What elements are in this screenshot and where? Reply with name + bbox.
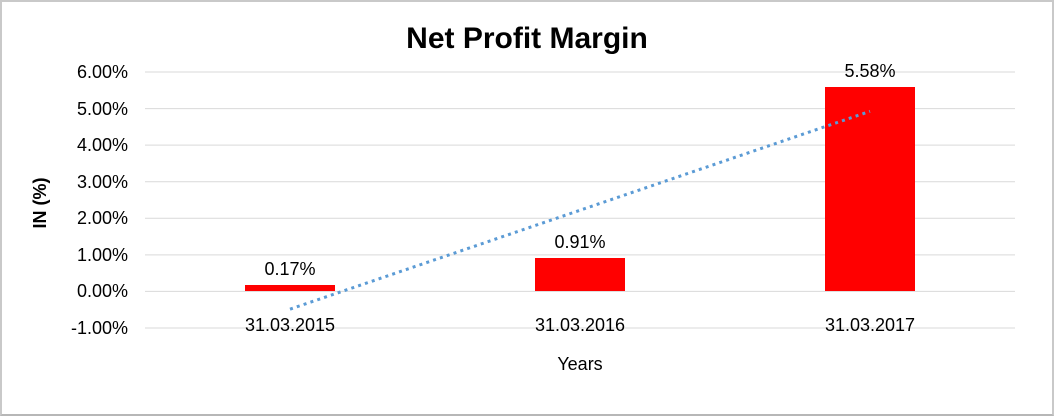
y-axis-tick-label: 1.00% xyxy=(76,244,128,265)
y-axis-tick-label: 5.00% xyxy=(76,98,128,119)
bar-31.03.2015 xyxy=(245,285,335,292)
category-label: 31.03.2017 xyxy=(824,315,916,335)
bar-31.03.2016 xyxy=(535,258,625,292)
y-axis-tick-label: 2.00% xyxy=(76,208,128,229)
x-axis-title: Years xyxy=(557,354,603,374)
y-axis-tick-label: 6.00% xyxy=(76,62,128,82)
data-label: 0.91% xyxy=(554,232,606,253)
y-axis-tick-label: 3.00% xyxy=(76,171,128,192)
chart-title: Net Profit Margin xyxy=(406,22,648,55)
data-label: 0.17% xyxy=(264,259,316,280)
y-axis-tick-label: 4.00% xyxy=(76,135,128,156)
category-label: 31.03.2015 xyxy=(244,315,336,335)
data-label: 5.58% xyxy=(844,61,896,82)
y-axis-tick-label: 0.00% xyxy=(76,281,128,302)
category-label: 31.03.2016 xyxy=(534,315,626,335)
y-axis-tick-label: -1.00% xyxy=(70,318,128,338)
bar-31.03.2017 xyxy=(825,87,915,292)
